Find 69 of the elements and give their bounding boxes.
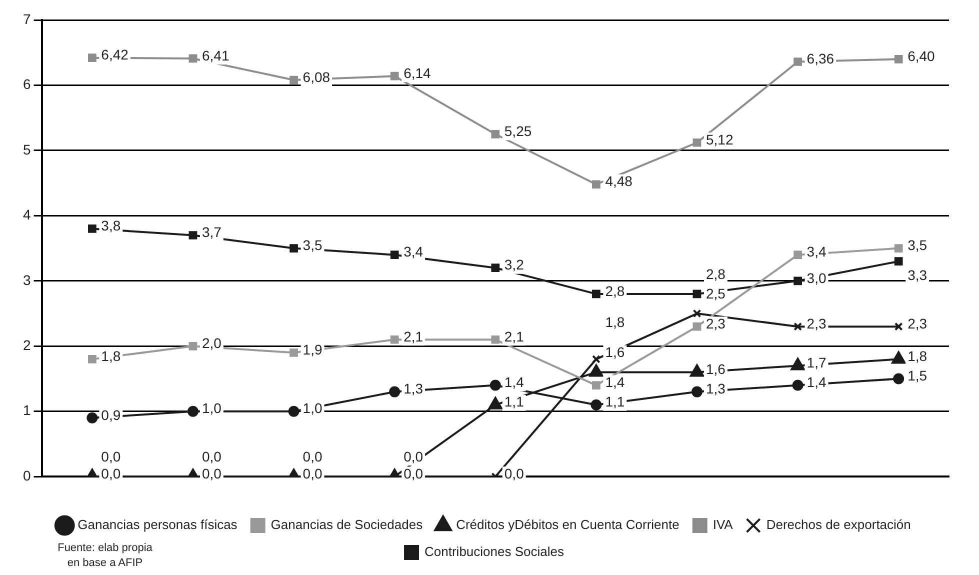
data-label: 3,4	[404, 244, 424, 260]
source-note: Fuente: elab propia en base a AFIP	[56, 541, 154, 571]
data-label: 1,8	[605, 314, 625, 330]
data-label: 1,8	[101, 348, 121, 364]
data-label: 3,5	[908, 237, 928, 254]
data-label: 6,41	[202, 47, 230, 64]
y-tick-label: 0	[22, 467, 31, 484]
data-label: 1,5	[908, 368, 928, 384]
data-label: 1,7	[806, 354, 826, 371]
legend-label: Créditos yDébitos en Cuenta Corriente	[456, 517, 680, 532]
y-tick-label: 5	[22, 141, 31, 158]
data-label: 1,6	[605, 344, 625, 360]
data-label: 1,6	[706, 361, 726, 378]
y-tick-label: 3	[22, 272, 31, 288]
data-label: 2,1	[404, 328, 424, 344]
data-label: 0,0	[101, 448, 121, 464]
data-label: 4,48	[605, 173, 633, 190]
data-label: 5,12	[706, 131, 734, 148]
legend-label: Derechos de exportación	[766, 517, 911, 532]
data-label: 1,4	[806, 374, 826, 390]
data-label: 1,0	[202, 400, 222, 416]
data-label: 1,9	[302, 342, 322, 358]
data-label: 6,40	[908, 48, 936, 64]
y-tick-label: 6	[22, 76, 31, 92]
y-tick-label: 1	[22, 402, 31, 418]
data-label: 2,3	[806, 315, 826, 332]
data-label: 1,8	[908, 348, 928, 364]
data-label: 0,0	[101, 465, 121, 482]
data-label: 0,0	[302, 448, 322, 464]
y-tick-label: 4	[22, 206, 31, 223]
legend-label: IVA	[712, 517, 734, 532]
data-label: 1,4	[504, 374, 524, 390]
data-label: 3,0	[806, 270, 826, 286]
data-label: 1,3	[404, 380, 424, 397]
y-tick-label: 7	[22, 10, 31, 27]
data-label: 0,0	[404, 465, 424, 482]
data-label: 3,7	[202, 224, 222, 240]
legend-label: Ganancias de Sociedades	[270, 517, 424, 532]
data-label: 2,8	[706, 266, 726, 282]
data-label: 6,36	[806, 50, 834, 67]
data-label: 2,0	[202, 335, 222, 351]
data-label: 0,9	[101, 406, 121, 423]
data-label: 3,5	[302, 237, 322, 254]
data-label: 3,2	[504, 256, 524, 273]
data-label: 1,0	[302, 400, 322, 416]
data-label: 3,8	[101, 218, 121, 234]
data-label: 3,4	[806, 244, 826, 260]
data-label: 0,0	[504, 465, 524, 482]
data-label: 1,1	[605, 394, 625, 410]
data-label: 0,0	[202, 465, 222, 482]
data-label: 2,1	[504, 328, 524, 344]
data-label: 6,42	[101, 46, 129, 63]
data-label: 1,3	[706, 380, 726, 397]
data-label: 2,3	[706, 315, 726, 332]
data-label: 1,4	[605, 374, 625, 390]
legend-label: Ganancias personas físicas	[78, 517, 238, 532]
data-label: 0,0	[302, 465, 322, 482]
y-tick-label: 2	[22, 337, 31, 353]
data-label: 0,0	[404, 448, 424, 464]
data-label: 6,08	[302, 68, 330, 85]
legend-label: Contribuciones Sociales	[424, 544, 564, 560]
data-label: 6,14	[404, 64, 432, 81]
data-label: 0,0	[202, 448, 222, 464]
data-label: 2,5	[706, 285, 726, 302]
data-label: 2,8	[605, 282, 625, 299]
data-label: 5,25	[504, 123, 532, 140]
data-label: 1,1	[504, 394, 524, 410]
data-label: 2,3	[908, 315, 928, 332]
data-label: 3,3	[908, 267, 928, 284]
